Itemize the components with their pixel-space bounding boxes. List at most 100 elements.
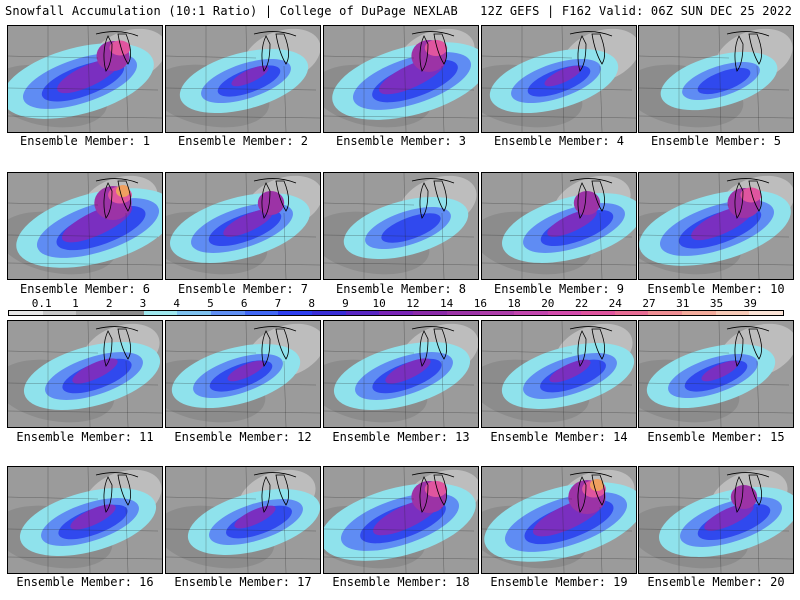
state-borders <box>166 321 320 427</box>
snowfall-contour <box>424 40 448 56</box>
colorbar-swatch <box>446 311 481 315</box>
snowfall-map <box>166 26 320 132</box>
colorbar-label: 9 <box>342 297 349 310</box>
state-borders <box>324 467 478 573</box>
ensemble-map-panel <box>323 25 479 133</box>
ensemble-member-label: Ensemble Member: 16 <box>16 575 154 589</box>
colorbar-swatch <box>278 311 312 315</box>
ensemble-map-panel <box>7 466 163 574</box>
great-lakes-outline <box>726 178 770 219</box>
colorbar-swatch <box>244 311 279 315</box>
ensemble-member-label: Ensemble Member: 18 <box>332 575 470 589</box>
state-borders <box>324 173 478 279</box>
state-borders <box>324 26 478 132</box>
snowfall-contour <box>109 40 131 56</box>
ensemble-member-label: Ensemble Member: 8 <box>335 282 467 296</box>
ensemble-member-label: Ensemble Member: 4 <box>493 134 625 148</box>
colorbar-label: 4 <box>173 297 180 310</box>
ensemble-member-label: Ensemble Member: 5 <box>650 134 782 148</box>
snowfall-map <box>639 26 793 132</box>
colorbar-swatch <box>581 311 615 315</box>
ensemble-map-panel <box>165 172 321 280</box>
colorbar-swatch <box>9 311 43 315</box>
great-lakes-outline <box>253 472 297 513</box>
ensemble-map-panel <box>7 320 163 428</box>
colorbar-swatch <box>379 311 413 315</box>
great-lakes-outline <box>253 178 297 219</box>
ensemble-member-label: Ensemble Member: 1 <box>19 134 151 148</box>
colorbar-label: 27 <box>642 297 656 310</box>
great-lakes-outline <box>411 31 455 72</box>
state-borders <box>8 321 162 427</box>
snowfall-contour <box>257 191 285 215</box>
colorbar-swatch <box>614 311 649 315</box>
ensemble-member-label: Ensemble Member: 13 <box>332 430 470 444</box>
snowfall-map <box>8 467 162 573</box>
colorbar-label: 14 <box>439 297 454 310</box>
snowfall-contour <box>70 504 116 530</box>
ensemble-map-panel <box>481 25 637 133</box>
colorbar-swatch <box>76 311 110 315</box>
colorbar-label: 18 <box>507 297 521 310</box>
ensemble-map-panel <box>323 172 479 280</box>
ensemble-map-panel <box>165 466 321 574</box>
snowfall-map <box>166 467 320 573</box>
state-borders <box>166 26 320 132</box>
colorbar-label: 2 <box>105 297 113 310</box>
colorbar-label: 22 <box>574 297 589 310</box>
colorbar-swatch <box>648 311 683 315</box>
snowfall-map <box>324 173 478 279</box>
great-lakes-outline <box>726 31 770 72</box>
great-lakes-outline <box>95 178 139 219</box>
colorbar-swatch <box>749 311 784 315</box>
great-lakes-outline <box>95 31 139 72</box>
colorbar-swatch <box>143 311 178 315</box>
snowfall-contour <box>72 358 118 384</box>
colorbar-swatch <box>547 311 582 315</box>
colorbar-label: 20 <box>541 297 555 310</box>
snowfall-contour <box>385 358 431 384</box>
ensemble-map-panel <box>481 320 637 428</box>
ensemble-member-label: Ensemble Member: 15 <box>647 430 785 444</box>
great-lakes-outline <box>411 326 455 367</box>
colorbar-label: 0.1 <box>31 297 52 310</box>
colorbar-swatch <box>513 311 548 315</box>
colorbar-label: 1 <box>72 297 79 310</box>
colorbar-labels: 0.1 1 2 3 4 5 6 7 8 9 10 12 14 16 18 20 22 24 27 31 35 39 <box>8 297 784 310</box>
run-info: 12Z GEFS | F162 Valid: 06Z SUN DEC 25 20… <box>480 4 792 18</box>
state-borders <box>8 173 162 279</box>
state-borders <box>8 26 162 132</box>
snowfall-map <box>482 26 636 132</box>
colorbar-label: 31 <box>676 297 690 310</box>
ensemble-map-panel <box>323 466 479 574</box>
great-lakes-outline <box>411 472 455 513</box>
snowfall-contour <box>231 65 269 87</box>
colorbar-label: 24 <box>608 297 622 310</box>
great-lakes-outline <box>726 472 770 513</box>
ensemble-member-label: Ensemble Member: 6 <box>19 282 151 296</box>
state-borders <box>482 173 636 279</box>
snowfall-map <box>639 467 793 573</box>
snowfall-map <box>482 321 636 427</box>
colorbar-swatch <box>210 311 245 315</box>
ensemble-member-label: Ensemble Member: 7 <box>177 282 309 296</box>
ensemble-member-label: Ensemble Member: 10 <box>647 282 785 296</box>
snowfall-map <box>639 173 793 279</box>
state-borders <box>166 173 320 279</box>
great-lakes-outline <box>253 326 297 367</box>
state-borders <box>166 467 320 573</box>
snowfall-contour <box>730 485 758 509</box>
colorbar-swatch <box>412 311 447 315</box>
snowfall-map <box>639 321 793 427</box>
ensemble-member-label: Ensemble Member: 11 <box>16 430 154 444</box>
state-borders <box>482 321 636 427</box>
colorbar-swatch <box>345 311 380 315</box>
colorbar-label: 8 <box>308 297 315 310</box>
snowfall-map <box>8 26 162 132</box>
ensemble-member-label: Ensemble Member: 17 <box>174 575 312 589</box>
colorbar-label: 12 <box>406 297 420 310</box>
great-lakes-outline <box>253 31 297 72</box>
ensemble-map-panel <box>638 25 794 133</box>
state-borders <box>639 467 793 573</box>
snowfall-map <box>482 173 636 279</box>
